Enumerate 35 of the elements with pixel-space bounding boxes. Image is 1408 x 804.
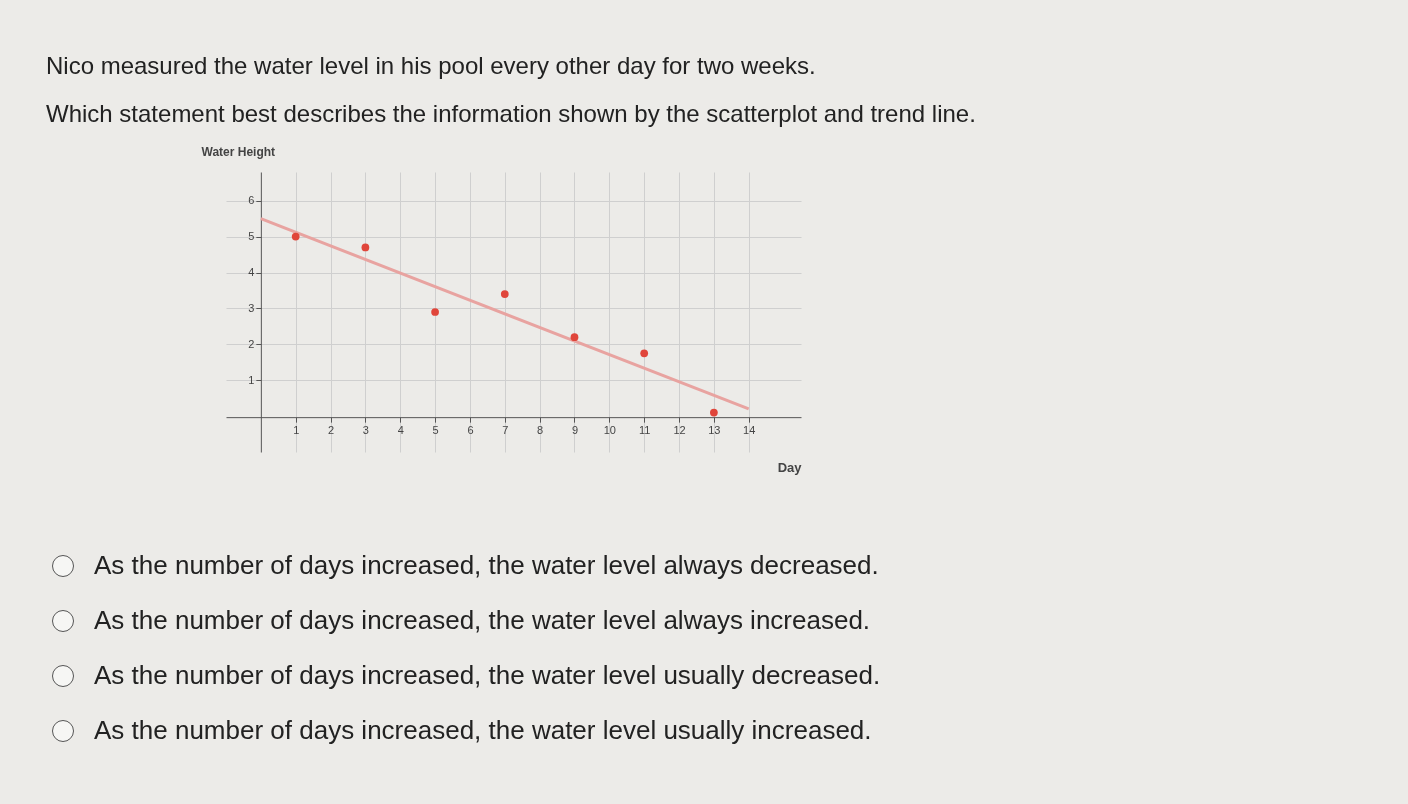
x-axis-title: Day: [777, 459, 803, 475]
x-tick-label: 1: [293, 423, 300, 436]
y-tick-label: 2: [248, 337, 255, 350]
point: [570, 333, 579, 341]
x-tick-label: 4: [397, 423, 404, 436]
point: [640, 349, 649, 358]
y-tick-label: 1: [248, 373, 255, 386]
x-tick-label: 3: [362, 423, 369, 436]
text: As the number of days increased, the water level usually increased.: [94, 715, 872, 746]
x-tick-label: 14: [743, 423, 756, 436]
x-tick-label: 12: [673, 423, 686, 436]
text: As the number of days increased, the water level usually decreased.: [94, 660, 881, 691]
chart-subtitle: Which statement best describes the information shown by the scatterplot and trend line.: [46, 100, 976, 128]
text: As the number of days increased, the water level always increased.: [94, 605, 871, 636]
x-tick-label: 9: [571, 423, 579, 436]
x-tick-label: 10: [603, 423, 616, 436]
text: As the number of days increased, the water level always decreased.: [94, 550, 879, 581]
point: [431, 308, 439, 316]
y-tick-label: 4: [248, 266, 255, 279]
x-tick-label: 5: [432, 423, 439, 436]
x-tick-label: 2: [327, 423, 335, 436]
chart-title: Nico measured the water level in his pool every other day for two weeks.: [46, 52, 816, 80]
x-tick-label: 8: [537, 423, 544, 436]
y-axis-title: Water Height: [201, 144, 276, 159]
x-tick-label: 6: [467, 423, 474, 436]
y-tick-label: 5: [248, 230, 255, 243]
point: [291, 232, 300, 241]
point: [361, 243, 370, 252]
point: [710, 408, 718, 417]
y-tick-label: 6: [248, 194, 255, 207]
x-tick-label: 11: [638, 423, 651, 436]
x-tick-label: 7: [502, 423, 509, 436]
y-tick-label: 3: [248, 301, 255, 314]
x-tick-label: 13: [708, 423, 721, 436]
point: [500, 290, 509, 298]
